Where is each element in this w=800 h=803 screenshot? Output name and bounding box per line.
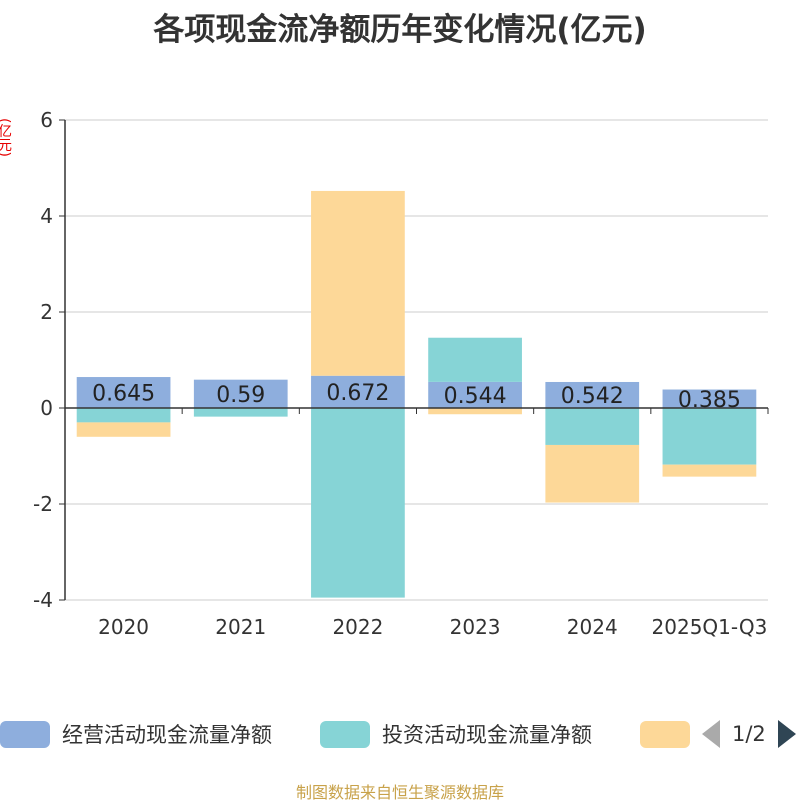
data-source-note: 制图数据来自恒生聚源数据库: [295, 783, 504, 802]
bar-segment: [311, 375, 405, 408]
data-label: 0.645: [92, 382, 155, 407]
legend-item-investing[interactable]: 投资活动现金流量净额: [320, 716, 592, 752]
legend-swatch-financing: [640, 720, 690, 748]
y-tick-label: 6: [40, 108, 53, 132]
bar-segment: [545, 444, 640, 503]
axes: -4 -2 0 2 4 6 2020 2021 2022 2023 2024 2025Q1-Q3: [33, 108, 769, 639]
legend: 经营活动现金流量净额 投资活动现金流量净额 1/2: [0, 716, 800, 752]
bar-segment: [193, 408, 288, 417]
legend-item-financing[interactable]: [640, 716, 690, 752]
bar-segment: [428, 408, 522, 415]
legend-item-operating[interactable]: 经营活动现金流量净额: [0, 716, 272, 752]
bar-segment: [428, 381, 522, 408]
bar-segment: [428, 337, 522, 382]
bar-segment: [662, 464, 757, 477]
legend-label-operating: 经营活动现金流量净额: [62, 723, 272, 747]
x-tick-label: 2023: [450, 615, 501, 639]
legend-pager: 1/2: [702, 716, 796, 752]
x-tick-label: 2022: [332, 615, 383, 639]
legend-swatch-operating: [0, 720, 50, 748]
bar-segment: [311, 190, 405, 376]
data-label: 0.542: [561, 384, 624, 409]
y-tick-label: -2: [33, 492, 53, 516]
next-page-icon[interactable]: [777, 720, 796, 748]
bar-segment: [76, 422, 171, 437]
bar-segment: [662, 408, 757, 465]
data-labels: 0.645 0.59 0.672 0.544 0.542 0.385: [92, 381, 741, 413]
grid-lines: [65, 119, 768, 601]
legend-label-investing: 投资活动现金流量净额: [382, 723, 592, 747]
bar-segment: [76, 408, 171, 423]
bars: [76, 190, 757, 598]
legend-swatch-investing: [320, 720, 370, 748]
chart-title: 各项现金流净额历年变化情况(亿元): [153, 12, 647, 48]
y-tick-label: 4: [40, 204, 53, 228]
x-tick-label: 2024: [567, 615, 618, 639]
x-tick-label: 2025Q1-Q3: [652, 615, 768, 639]
bar-segment: [76, 377, 171, 408]
prev-page-icon[interactable]: [702, 720, 720, 748]
data-label: 0.385: [678, 388, 741, 413]
data-label: 0.672: [326, 381, 389, 406]
y-tick-label: 0: [40, 396, 53, 420]
legend-page-indicator: 1/2: [732, 722, 766, 746]
data-label: 0.59: [216, 383, 265, 408]
x-tick-label: 2021: [215, 615, 266, 639]
bar-segment: [193, 379, 288, 408]
bar-segment: [545, 381, 640, 408]
y-axis-label: (亿元): [0, 118, 12, 157]
chart-plot: 0.645 0.59 0.672 0.544 0.542 0.385 -4 -2 0 2 4 6 20…: [33, 108, 769, 639]
y-tick-label: 2: [40, 300, 53, 324]
y-tick-label: -4: [33, 588, 53, 612]
bar-segment: [662, 389, 757, 408]
data-label: 0.544: [444, 384, 507, 409]
x-tick-label: 2020: [98, 615, 149, 639]
bar-segment: [311, 408, 405, 598]
bar-segment: [545, 408, 640, 445]
